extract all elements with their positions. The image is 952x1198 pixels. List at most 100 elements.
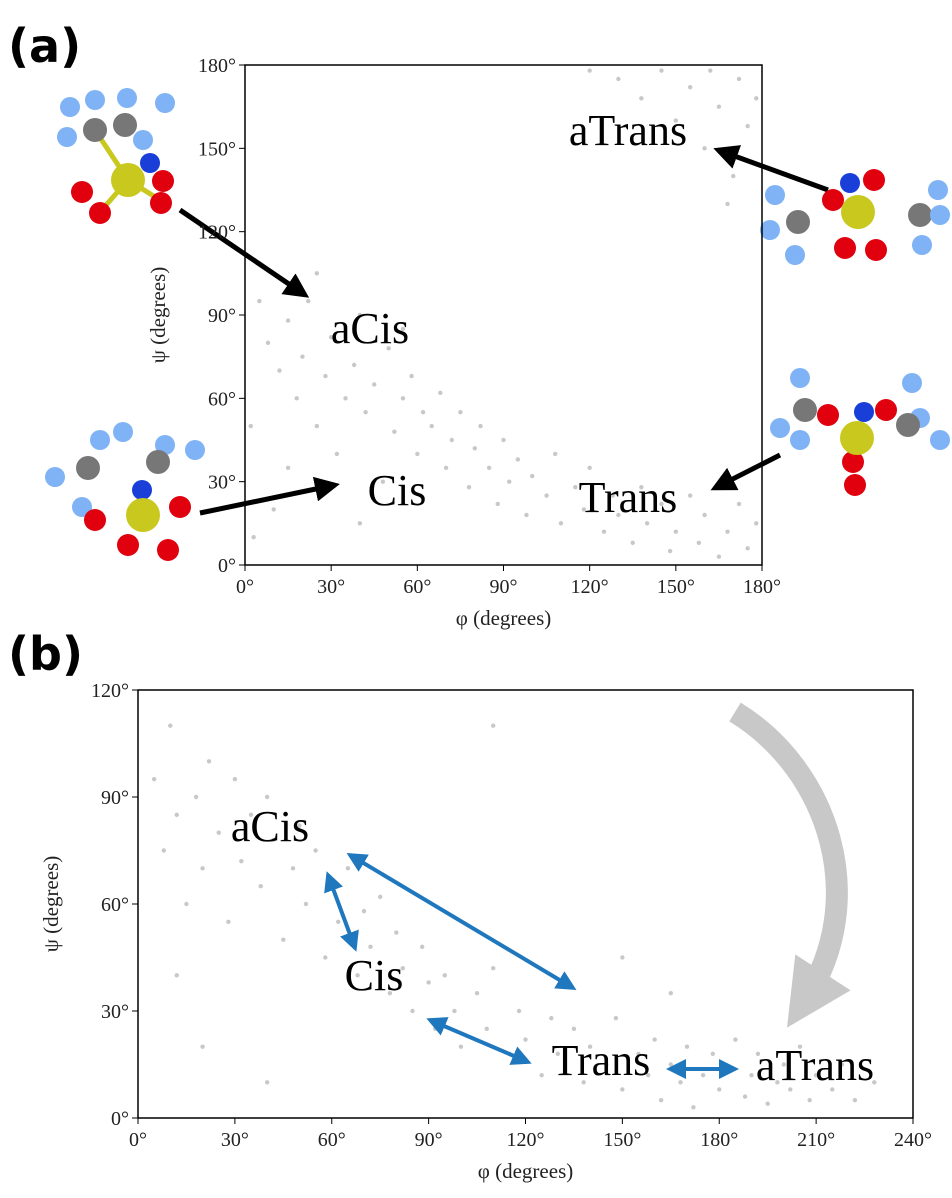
data-point: [277, 368, 281, 372]
region-label: aTrans: [569, 106, 687, 155]
data-point: [669, 1062, 673, 1066]
data-point: [433, 1027, 437, 1031]
data-point: [336, 920, 340, 924]
data-point: [711, 1052, 715, 1056]
data-point: [702, 513, 706, 517]
x-tick-label: 90°: [490, 576, 518, 598]
data-point: [553, 452, 557, 456]
data-point: [239, 859, 243, 863]
y-tick-label: 120°: [91, 680, 129, 702]
x-tick-label: 240°: [894, 1129, 932, 1151]
data-point: [485, 1027, 489, 1031]
data-point: [300, 354, 304, 358]
data-point: [487, 466, 491, 470]
data-point: [616, 77, 620, 81]
data-point: [743, 1094, 747, 1098]
y-tick-label: 90°: [208, 305, 236, 327]
x-axis-label: φ (degrees): [478, 1159, 573, 1183]
data-point: [475, 991, 479, 995]
data-point: [358, 521, 362, 525]
x-tick-label: 0°: [129, 1129, 147, 1151]
data-point: [266, 341, 270, 345]
data-point: [401, 396, 405, 400]
data-point: [368, 945, 372, 949]
data-point: [200, 866, 204, 870]
data-point: [265, 795, 269, 799]
data-point: [162, 848, 166, 852]
data-point: [473, 446, 477, 450]
data-point: [315, 424, 319, 428]
data-point: [620, 955, 624, 959]
x-tick-label: 120°: [507, 1129, 545, 1151]
data-point: [749, 1073, 753, 1077]
arrow: [718, 150, 828, 190]
y-axis-label: ψ (degrees): [146, 267, 170, 364]
data-point: [717, 104, 721, 108]
data-point: [507, 479, 511, 483]
x-tick-label: 120°: [571, 576, 609, 598]
data-point: [272, 507, 276, 511]
data-point: [807, 1098, 811, 1102]
data-point: [559, 521, 563, 525]
y-axis-label: ψ (degrees): [39, 856, 63, 953]
data-point: [745, 546, 749, 550]
data-point: [346, 866, 350, 870]
data-point: [352, 363, 356, 367]
x-tick-label: 90°: [415, 1129, 443, 1151]
data-point: [392, 429, 396, 433]
data-point: [323, 955, 327, 959]
data-point: [429, 424, 433, 428]
x-tick-label: 30°: [221, 1129, 249, 1151]
data-point: [444, 466, 448, 470]
data-point: [587, 68, 591, 72]
data-point: [688, 85, 692, 89]
panel-label: (b): [8, 627, 83, 681]
molecule: [45, 422, 205, 561]
data-point: [304, 902, 308, 906]
y-tick-label: 60°: [101, 894, 129, 916]
data-point: [688, 493, 692, 497]
data-point: [315, 271, 319, 275]
data-point: [378, 895, 382, 899]
overlay-layer: 0° 30° 60° 90° 120° 150° 180° 0° 30° 60° 90° 120° 15…: [8, 19, 950, 1183]
data-point: [217, 830, 221, 834]
data-point: [452, 1009, 456, 1013]
data-point: [652, 1037, 656, 1041]
molecule: [770, 368, 950, 496]
region-label: aCis: [331, 304, 409, 353]
data-point: [259, 884, 263, 888]
x-tick-label: 150°: [657, 576, 695, 598]
data-point: [733, 1037, 737, 1041]
y-tick-label: 180°: [198, 55, 236, 77]
x-tick-label: 30°: [317, 576, 345, 598]
region-label: aCis: [231, 802, 309, 851]
data-point: [702, 146, 706, 150]
data-point: [717, 1087, 721, 1091]
data-point: [501, 438, 505, 442]
data-point: [549, 1016, 553, 1020]
data-point: [631, 541, 635, 545]
y-tick-label: 0°: [218, 555, 236, 577]
data-point: [674, 529, 678, 533]
data-point: [731, 174, 735, 178]
data-point: [415, 452, 419, 456]
y-tick-label: 0°: [111, 1108, 129, 1130]
y-tick-label: 60°: [208, 388, 236, 410]
data-point: [523, 1037, 527, 1041]
data-point: [323, 374, 327, 378]
data-point: [524, 513, 528, 517]
y-tick-label: 90°: [101, 787, 129, 809]
data-point: [251, 535, 255, 539]
data-point: [725, 202, 729, 206]
data-point: [659, 1098, 663, 1102]
data-point: [467, 485, 471, 489]
x-tick-label: 150°: [603, 1129, 641, 1151]
data-point: [450, 438, 454, 442]
data-point: [685, 1044, 689, 1048]
data-point: [745, 124, 749, 128]
data-point: [614, 1016, 618, 1020]
data-point: [708, 68, 712, 72]
curved-arrow: [735, 712, 837, 1000]
data-point: [691, 1105, 695, 1109]
data-point: [363, 410, 367, 414]
